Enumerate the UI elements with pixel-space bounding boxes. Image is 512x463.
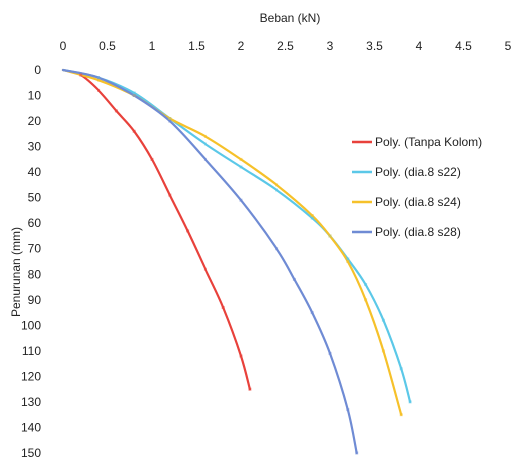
x-tick-label: 1.5	[188, 39, 205, 53]
series-point	[168, 119, 172, 123]
series-point	[203, 134, 207, 138]
series-point	[97, 78, 101, 82]
legend: Poly. (Tanpa Kolom) Poly. (dia.8 s22) Poly…	[352, 135, 482, 239]
series-point	[399, 367, 403, 371]
series-point	[381, 349, 385, 353]
series-point	[150, 157, 154, 161]
x-tick-label: 0.5	[99, 39, 116, 53]
series-point	[310, 311, 314, 315]
series-line-2	[61, 68, 403, 416]
series-point	[114, 109, 118, 113]
series-point	[186, 229, 190, 233]
x-tick-label: 4.5	[455, 39, 472, 53]
series-point	[328, 234, 332, 238]
series-point	[275, 183, 279, 187]
legend-label: Poly. (Tanpa Kolom)	[375, 135, 482, 149]
series-point	[381, 318, 385, 322]
series-point	[310, 214, 314, 217]
legend-label: Poly. (dia.8 s22)	[375, 165, 461, 179]
series-point	[203, 142, 207, 146]
series-line-1	[61, 68, 412, 403]
y-tick-label: 30	[28, 140, 42, 154]
series-point	[346, 257, 350, 261]
series-point	[364, 298, 368, 302]
series-point	[408, 400, 412, 404]
y-tick-label: 110	[22, 344, 41, 358]
series-point	[239, 165, 243, 169]
y-tick-label: 120	[21, 369, 41, 383]
y-tick-label: 150	[21, 446, 41, 460]
series-lines	[61, 68, 412, 455]
series-point	[364, 283, 368, 286]
y-tick-label: 50	[28, 191, 42, 205]
series-point	[168, 117, 172, 120]
series-point	[248, 387, 252, 391]
y-tick-label: 10	[28, 89, 42, 103]
series-point	[310, 216, 314, 220]
x-tick-label: 5	[505, 39, 512, 53]
x-axis-title: Beban (kN)	[260, 11, 321, 25]
series-point	[239, 157, 243, 161]
y-tick-label: 140	[21, 420, 41, 434]
x-tick-label: 2	[238, 39, 245, 53]
series-point	[203, 267, 207, 271]
series-line-0	[61, 68, 251, 391]
y-tick-label: 130	[21, 395, 41, 409]
y-axis-title: Penurunan (mm)	[9, 227, 23, 317]
series-point	[132, 94, 136, 97]
series-line-3	[61, 68, 358, 455]
y-axis-title-text: Penurunan (mm)	[9, 227, 23, 317]
series-point	[292, 277, 296, 281]
legend-label: Poly. (dia.8 s28)	[375, 225, 461, 239]
series-point	[97, 76, 101, 80]
series-point	[203, 157, 207, 161]
series-point	[221, 306, 225, 309]
y-tick-label: 0	[34, 63, 41, 77]
x-tick-labels: 0 0.5 1 1.5 2 2.5 3 3.5 4 4.5 5	[60, 39, 512, 53]
x-tick-label: 2.5	[277, 39, 294, 53]
series-point	[355, 451, 359, 455]
x-tick-label: 3.5	[366, 39, 383, 53]
y-tick-label: 100	[21, 318, 41, 332]
series-point	[275, 247, 279, 251]
series-point	[346, 408, 350, 412]
series-points	[79, 73, 412, 455]
series-point	[346, 260, 350, 263]
y-tick-label: 40	[28, 165, 42, 179]
x-tick-label: 3	[327, 39, 334, 53]
series-point	[132, 91, 136, 95]
series-point	[239, 198, 243, 202]
series-point	[168, 193, 172, 197]
series-point	[399, 413, 403, 417]
x-tick-label: 4	[416, 39, 423, 53]
y-tick-labels: 0 10 20 30 40 50 60 70 80 90 100 110 120 130 140 150	[21, 63, 41, 460]
y-tick-label: 90	[28, 293, 42, 307]
x-tick-label: 0	[60, 39, 67, 53]
series-point	[275, 188, 279, 192]
x-tick-label: 1	[149, 39, 156, 53]
x-axis-title-text: Beban (kN)	[260, 11, 321, 25]
y-tick-label: 60	[28, 216, 42, 230]
y-tick-label: 20	[28, 114, 42, 128]
series-point	[97, 88, 101, 92]
legend-label: Poly. (dia.8 s24)	[375, 195, 461, 209]
series-point	[328, 351, 332, 355]
y-tick-label: 70	[28, 242, 42, 256]
y-tick-label: 80	[28, 267, 42, 281]
series-point	[239, 354, 243, 358]
series-point	[132, 129, 136, 133]
series-point	[79, 73, 83, 77]
